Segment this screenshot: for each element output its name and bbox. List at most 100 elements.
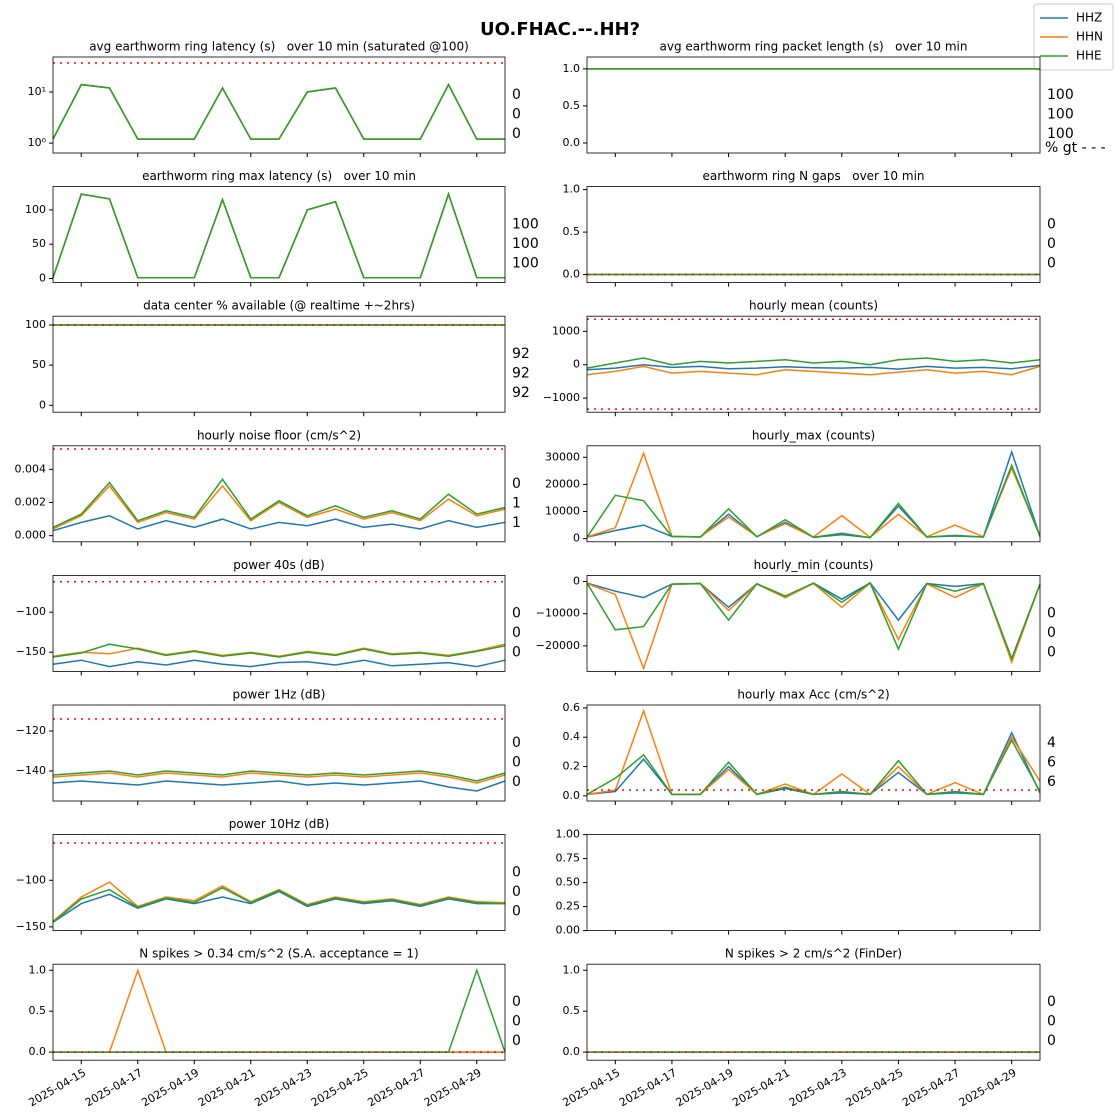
percent-annotation: 0: [512, 904, 521, 920]
percent-annotation: 0: [512, 735, 521, 751]
y-tick-label: 0.6: [563, 701, 581, 714]
y-tick-label: 0.004: [15, 462, 47, 475]
y-tick-label: 0: [573, 358, 580, 371]
percent-annotation: 0: [512, 87, 521, 103]
series-line: [586, 363, 1041, 371]
panel-title: earthworm ring N gaps over 10 min: [702, 169, 924, 183]
y-tick-label: −100: [16, 873, 46, 886]
y-tick-label: 0: [39, 271, 46, 284]
y-tick-label: 0.5: [563, 1004, 581, 1017]
percent-annotation: 0: [1047, 994, 1056, 1010]
y-tick-label: 10⁰: [28, 136, 47, 149]
axes-frame: [52, 704, 506, 802]
y-tick-label: 50: [32, 237, 46, 250]
percent-annotation: 0: [512, 1014, 521, 1030]
panel-title: avg earthworm ring latency (s) over 10 m…: [89, 40, 469, 54]
axes-frame: [586, 445, 1041, 543]
percent-annotation: 0: [1047, 236, 1056, 252]
y-tick-label: 1.0: [563, 183, 581, 196]
panel-title: earthworm ring max latency (s) over 10 m…: [142, 169, 416, 183]
y-tick-label: 0.002: [15, 496, 47, 509]
series-line: [52, 881, 506, 922]
percent-annotation: 0: [512, 884, 521, 900]
axes-frame: [586, 704, 1041, 802]
legend-label: HHZ: [1076, 11, 1102, 25]
y-tick-label: 0.0: [29, 1045, 47, 1058]
y-tick-label: −120: [16, 724, 46, 737]
series-line: [52, 886, 506, 923]
figure-title: UO.FHAC.--.HH?: [480, 19, 640, 40]
y-tick-label: 1.0: [29, 963, 47, 976]
y-tick-label: 0.2: [563, 760, 581, 773]
percent-annotation: 92: [512, 366, 530, 382]
axes-frame: [52, 834, 506, 931]
percent-annotation: 0: [1047, 605, 1056, 621]
series-line: [52, 772, 506, 784]
axes-frame: [586, 315, 1041, 413]
y-tick-label: 10000: [545, 505, 580, 518]
percent-annotation: 6: [1047, 755, 1056, 771]
panel-title: power 1Hz (dB): [233, 688, 326, 702]
y-tick-label: 1000: [552, 324, 580, 337]
series-line: [586, 738, 1041, 796]
y-tick-label: 0.75: [556, 852, 581, 865]
percent-annotation: 100: [1047, 126, 1074, 142]
percent-annotation: 0: [512, 126, 521, 142]
panel-title: hourly max Acc (cm/s^2): [737, 688, 889, 702]
series-line: [52, 770, 506, 782]
percent-annotation: 6: [1047, 774, 1056, 790]
y-tick-label: 1.0: [563, 963, 581, 976]
y-tick-label: −150: [16, 920, 46, 933]
percent-annotation: 0: [1047, 256, 1056, 272]
legend-label: HHN: [1076, 30, 1103, 44]
percent-annotation: 0: [512, 605, 521, 621]
y-tick-label: −20000: [536, 639, 580, 652]
percent-annotation: 100: [512, 236, 539, 252]
series-line: [586, 581, 1041, 661]
axes-frame: [586, 575, 1041, 672]
percent-annotation: 0: [1047, 217, 1056, 233]
axes-frame: [586, 963, 1041, 1061]
series-line: [52, 780, 506, 792]
series-line: [586, 357, 1041, 369]
y-tick-label: 0.25: [556, 900, 581, 913]
y-tick-label: 0: [39, 398, 46, 411]
series-line: [52, 484, 506, 530]
y-tick-label: 0.000: [15, 529, 47, 542]
panel-title: avg earthworm ring packet length (s) ove…: [660, 40, 968, 54]
percent-annotation: 100: [1047, 107, 1074, 123]
series-line: [586, 365, 1041, 376]
series-line: [52, 478, 506, 529]
percent-annotation: 92: [512, 385, 530, 401]
axes-frame: [52, 315, 506, 413]
axes-frame: [52, 963, 506, 1061]
percent-annotation: 0: [512, 1033, 521, 1049]
y-tick-label: 0.5: [563, 99, 581, 112]
series-line: [52, 643, 506, 657]
percent-annotation: 0: [512, 107, 521, 123]
y-tick-label: 0.0: [563, 1045, 581, 1058]
y-tick-label: 100: [25, 318, 46, 331]
axes-frame: [52, 56, 506, 154]
panel-title: hourly noise floor (cm/s^2): [197, 428, 361, 442]
percent-annotation: 0: [1047, 1033, 1056, 1049]
series-line: [52, 659, 506, 668]
percent-annotation: 0: [1047, 644, 1056, 660]
series-line: [52, 515, 506, 532]
percent-annotation: 0: [1047, 625, 1056, 641]
percent-annotation: 0: [512, 774, 521, 790]
series-line: [52, 82, 505, 140]
y-tick-label: 50: [32, 358, 46, 371]
percent-annotation: 92: [512, 346, 530, 362]
legend-label: HHE: [1076, 49, 1102, 63]
percent-annotation: 0: [512, 994, 521, 1010]
series-line: [52, 643, 506, 658]
percent-annotation: 100: [1047, 87, 1074, 103]
y-tick-label: −1000: [543, 391, 580, 404]
y-tick-label: 0.5: [563, 225, 581, 238]
y-tick-label: −10000: [536, 607, 580, 620]
percent-annotation: 100: [512, 256, 539, 272]
y-tick-label: 10¹: [28, 85, 46, 98]
y-tick-label: 0.00: [556, 924, 581, 937]
